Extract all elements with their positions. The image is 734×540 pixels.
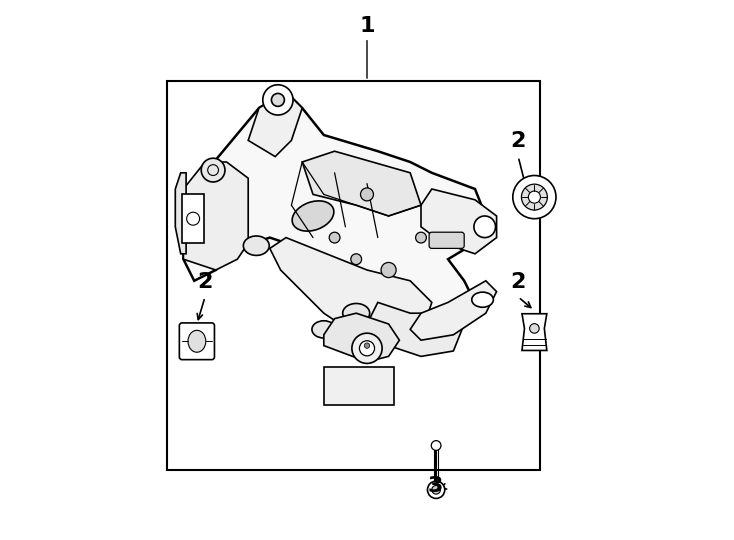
Ellipse shape xyxy=(188,330,206,352)
Polygon shape xyxy=(248,92,302,157)
Circle shape xyxy=(272,93,284,106)
Circle shape xyxy=(528,191,540,203)
Polygon shape xyxy=(324,313,399,362)
Circle shape xyxy=(432,441,441,450)
Circle shape xyxy=(521,184,548,210)
Polygon shape xyxy=(175,173,186,254)
Polygon shape xyxy=(522,314,547,350)
Text: 2: 2 xyxy=(511,272,526,292)
Circle shape xyxy=(360,188,374,201)
FancyBboxPatch shape xyxy=(179,323,214,360)
Circle shape xyxy=(415,232,426,243)
Ellipse shape xyxy=(292,201,334,231)
Circle shape xyxy=(530,323,539,333)
Text: 2: 2 xyxy=(511,131,526,151)
Text: 1: 1 xyxy=(359,16,375,36)
Ellipse shape xyxy=(312,321,335,338)
FancyBboxPatch shape xyxy=(182,194,204,243)
Text: 2: 2 xyxy=(197,272,213,292)
Polygon shape xyxy=(184,92,486,335)
Polygon shape xyxy=(184,162,248,270)
Circle shape xyxy=(474,216,495,238)
Circle shape xyxy=(351,254,362,265)
Polygon shape xyxy=(367,302,464,356)
FancyBboxPatch shape xyxy=(324,367,394,405)
Circle shape xyxy=(432,485,440,494)
Ellipse shape xyxy=(343,303,370,323)
Circle shape xyxy=(330,232,340,243)
Polygon shape xyxy=(302,151,421,216)
Polygon shape xyxy=(270,238,432,346)
Ellipse shape xyxy=(472,292,493,307)
Circle shape xyxy=(263,85,293,115)
Circle shape xyxy=(201,158,225,182)
Circle shape xyxy=(381,262,396,278)
Polygon shape xyxy=(421,189,497,254)
Circle shape xyxy=(513,176,556,219)
Circle shape xyxy=(352,333,382,363)
Polygon shape xyxy=(410,281,497,340)
Circle shape xyxy=(427,481,445,498)
Circle shape xyxy=(364,343,370,348)
Ellipse shape xyxy=(244,236,269,255)
Circle shape xyxy=(360,341,374,356)
Text: 3: 3 xyxy=(427,476,443,496)
Bar xyxy=(167,81,539,470)
FancyBboxPatch shape xyxy=(429,232,464,248)
